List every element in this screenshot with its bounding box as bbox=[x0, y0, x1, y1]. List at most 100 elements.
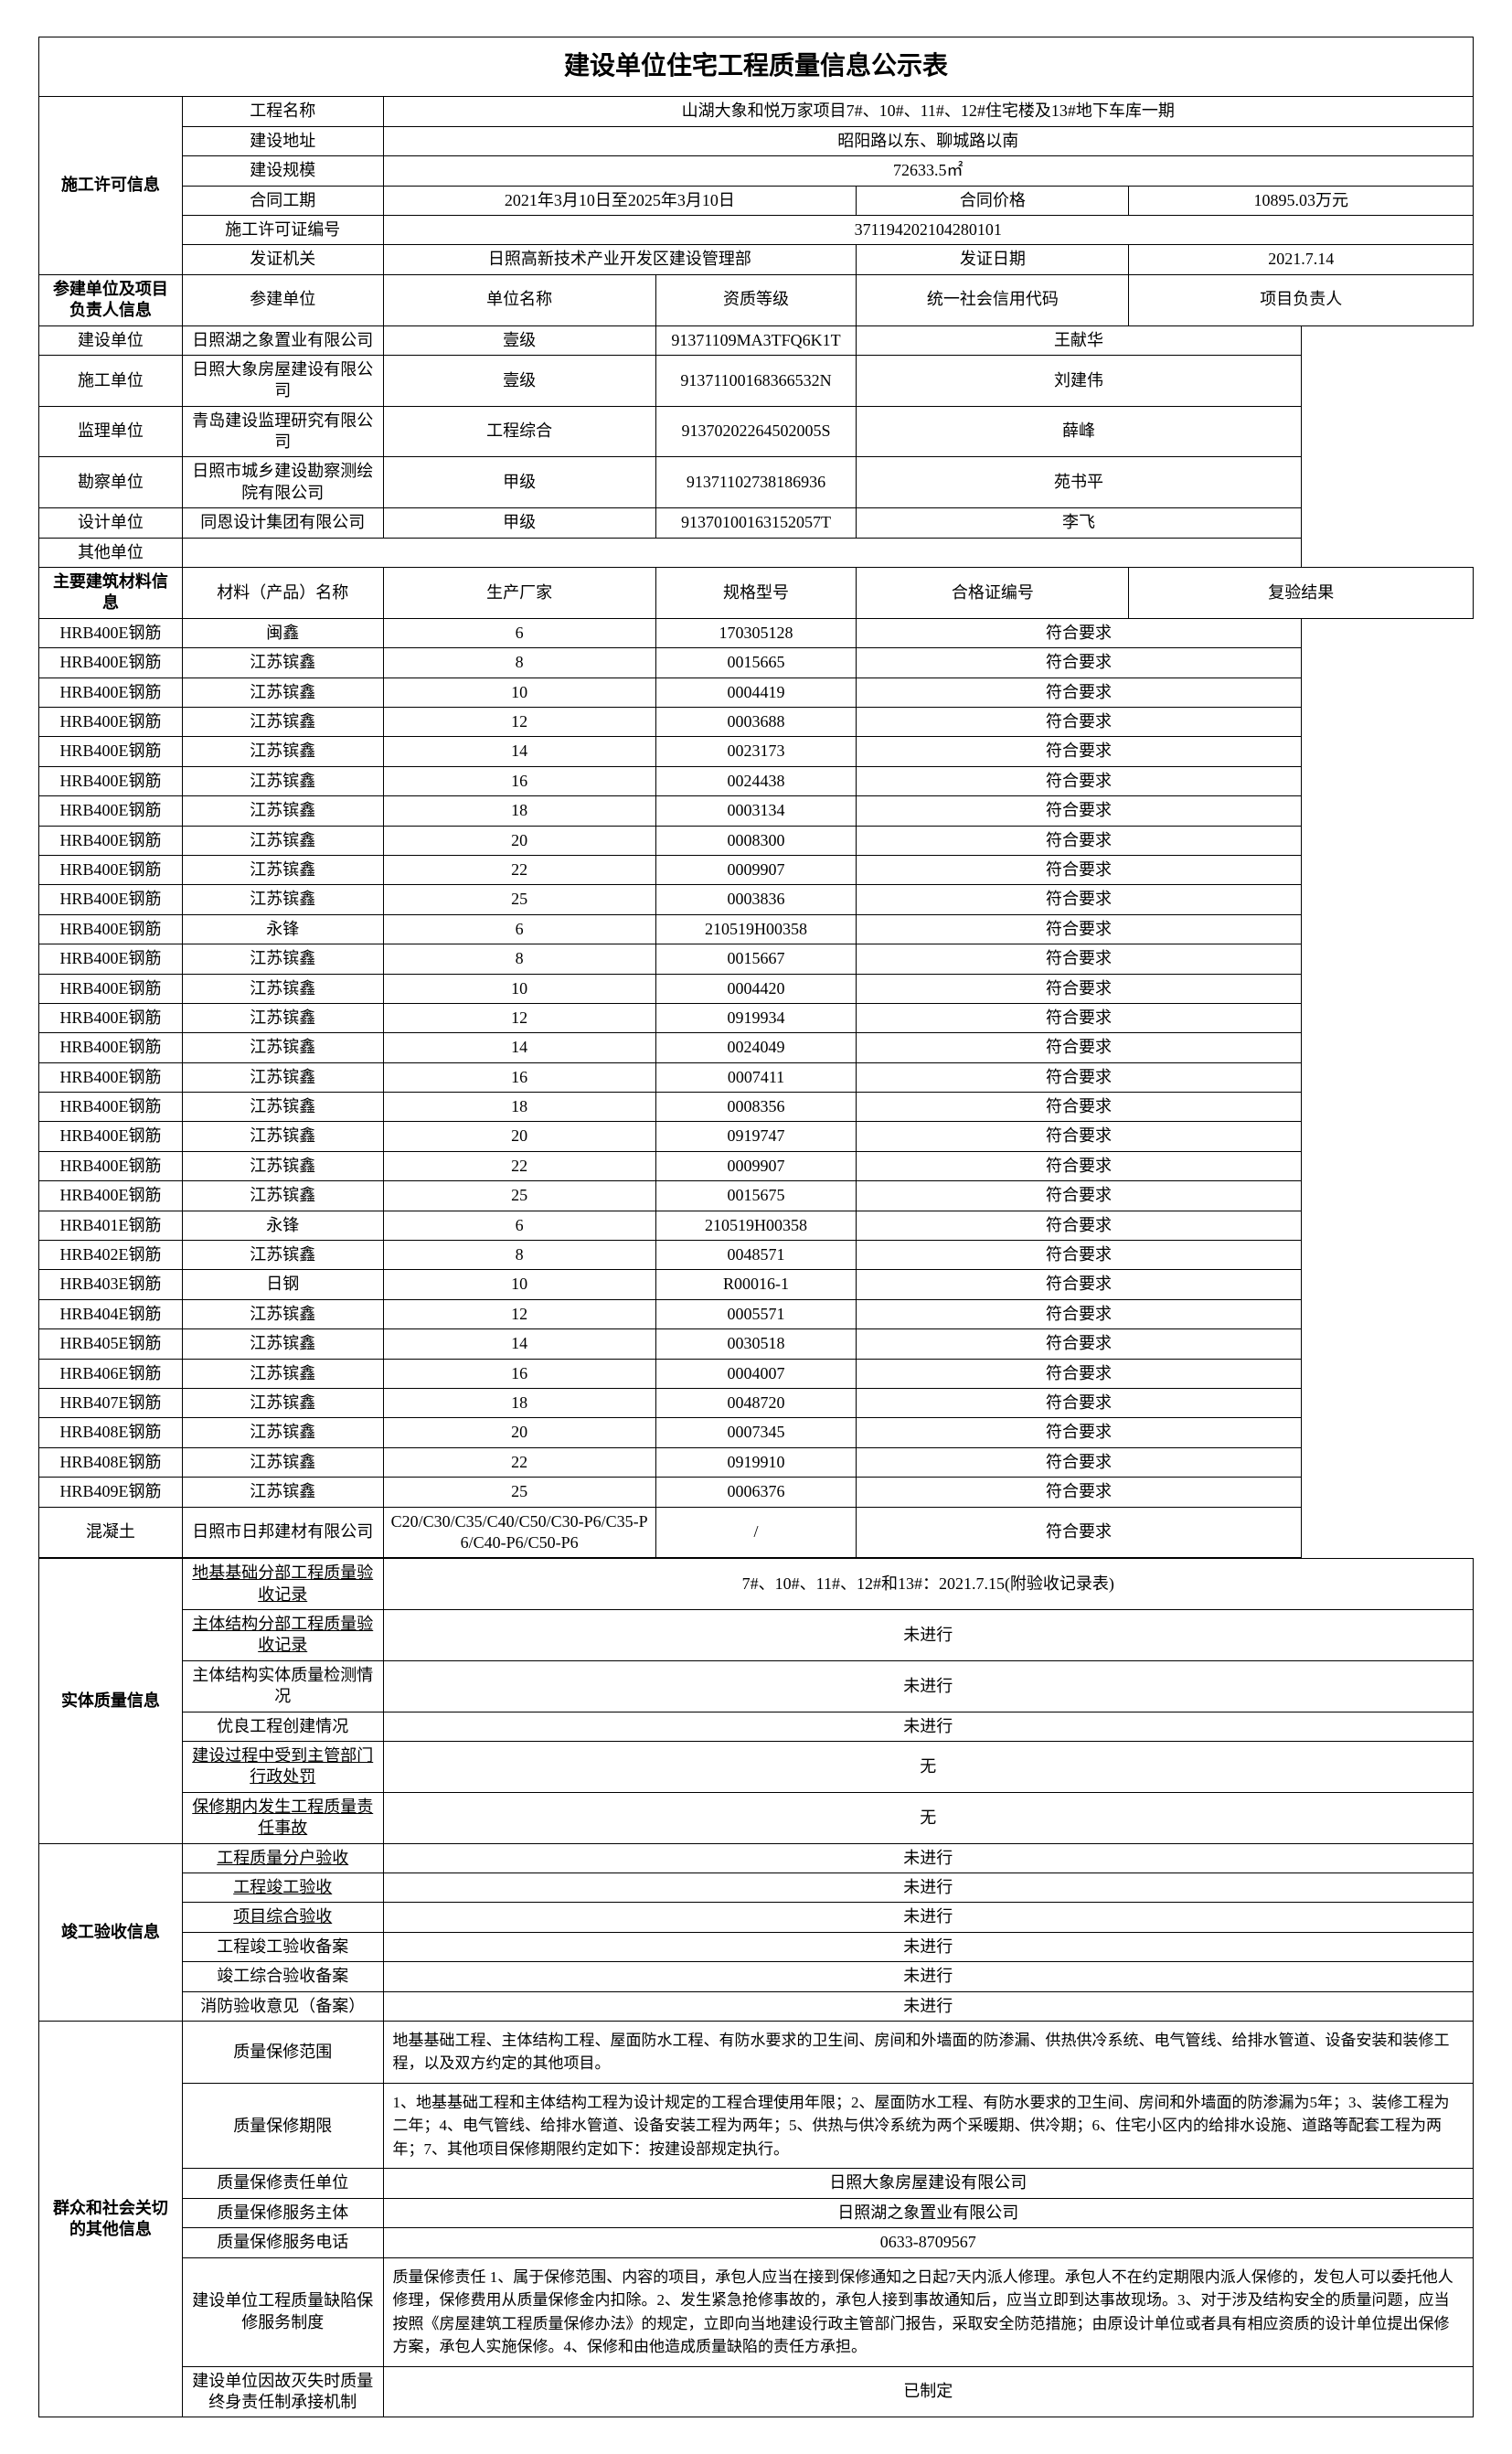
cell: HRB409E钢筋 bbox=[39, 1478, 183, 1507]
cell: 日钢 bbox=[182, 1270, 383, 1299]
cell: 永锋 bbox=[182, 914, 383, 944]
cell: 91371109MA3TFQ6K1T bbox=[655, 325, 857, 355]
cell: 江苏镔鑫 bbox=[182, 1181, 383, 1211]
cell: 20 bbox=[383, 826, 655, 855]
table-row: HRB402E钢筋江苏镔鑫80048571符合要求 bbox=[39, 1241, 1474, 1270]
cell: 江苏镔鑫 bbox=[182, 1003, 383, 1032]
cell: 江苏镔鑫 bbox=[182, 1299, 383, 1328]
cell: 16 bbox=[383, 766, 655, 795]
label: 发证日期 bbox=[857, 245, 1129, 274]
table-row: HRB400E钢筋江苏镔鑫140023173符合要求 bbox=[39, 737, 1474, 766]
cell: 8 bbox=[383, 1241, 655, 1270]
table-row: HRB401E钢筋永锋6210519H00358符合要求 bbox=[39, 1211, 1474, 1240]
cell: 符合要求 bbox=[857, 914, 1301, 944]
cell: 江苏镔鑫 bbox=[182, 648, 383, 678]
label: 项目综合验收 bbox=[182, 1903, 383, 1932]
cell: 江苏镔鑫 bbox=[182, 796, 383, 826]
cell: HRB400E钢筋 bbox=[39, 826, 183, 855]
cell: 符合要求 bbox=[857, 885, 1301, 914]
cell: 江苏镔鑫 bbox=[182, 1241, 383, 1270]
value: 1、地基基础工程和主体结构工程为设计规定的工程合理使用年限；2、屋面防水工程、有… bbox=[383, 2083, 1473, 2169]
cell: 22 bbox=[383, 855, 655, 884]
cell: 91371102738186936 bbox=[655, 457, 857, 508]
cell: 25 bbox=[383, 885, 655, 914]
cell: HRB400E钢筋 bbox=[39, 1151, 183, 1180]
value: 山湖大象和悦万家项目7#、10#、11#、12#住宅楼及13#地下车库一期 bbox=[383, 97, 1473, 126]
cell: 永锋 bbox=[182, 1211, 383, 1240]
label: 建设过程中受到主管部门行政处罚 bbox=[182, 1742, 383, 1793]
cell: 江苏镔鑫 bbox=[182, 1447, 383, 1477]
cell: 10 bbox=[383, 678, 655, 707]
cell: 符合要求 bbox=[857, 1093, 1301, 1122]
cell: 江苏镔鑫 bbox=[182, 944, 383, 974]
cell: HRB400E钢筋 bbox=[39, 885, 183, 914]
label: 工程名称 bbox=[182, 97, 383, 126]
value: 未进行 bbox=[383, 1932, 1473, 1961]
cell: 符合要求 bbox=[857, 1507, 1301, 1558]
cell: 符合要求 bbox=[857, 1033, 1301, 1062]
cell: 0024049 bbox=[655, 1033, 857, 1062]
cell: HRB400E钢筋 bbox=[39, 796, 183, 826]
table-row: HRB405E钢筋江苏镔鑫140030518符合要求 bbox=[39, 1329, 1474, 1359]
label: 其他单位 bbox=[39, 538, 183, 567]
section-materials: 主要建筑材料信息 bbox=[39, 568, 183, 619]
cell: 0004007 bbox=[655, 1359, 857, 1388]
table-row: 设计单位同恩设计集团有限公司甲级91370100163152057T李飞 bbox=[39, 508, 1474, 538]
header: 材料（产品）名称 bbox=[182, 568, 383, 619]
cell: 0015667 bbox=[655, 944, 857, 974]
table-row: 施工单位日照大象房屋建设有限公司壹级91371100168366532N刘建伟 bbox=[39, 355, 1474, 406]
cell: 符合要求 bbox=[857, 1447, 1301, 1477]
cell: 0048571 bbox=[655, 1241, 857, 1270]
table-row: 勘察单位日照市城乡建设勘察测绘院有限公司甲级91371102738186936苑… bbox=[39, 457, 1474, 508]
label: 建设地址 bbox=[182, 126, 383, 155]
cell: 符合要求 bbox=[857, 1299, 1301, 1328]
cell: 符合要求 bbox=[857, 1270, 1301, 1299]
cell: HRB401E钢筋 bbox=[39, 1211, 183, 1240]
cell: 江苏镔鑫 bbox=[182, 1151, 383, 1180]
cell: 符合要求 bbox=[857, 1388, 1301, 1417]
label: 建设单位工程质量缺陷保修服务制度 bbox=[182, 2257, 383, 2366]
cell: 6 bbox=[383, 618, 655, 647]
cell: 18 bbox=[383, 1093, 655, 1122]
value: 未进行 bbox=[383, 1610, 1473, 1661]
table-row: HRB400E钢筋江苏镔鑫180008356符合要求 bbox=[39, 1093, 1474, 1122]
cell: 江苏镔鑫 bbox=[182, 737, 383, 766]
cell: 符合要求 bbox=[857, 1211, 1301, 1240]
cell: 22 bbox=[383, 1447, 655, 1477]
label: 质量保修期限 bbox=[182, 2083, 383, 2169]
value: 未进行 bbox=[383, 1962, 1473, 1991]
cell: 0004420 bbox=[655, 974, 857, 1003]
header: 单位名称 bbox=[383, 274, 655, 325]
cell: 0919910 bbox=[655, 1447, 857, 1477]
cell: 12 bbox=[383, 1299, 655, 1328]
cell: HRB400E钢筋 bbox=[39, 1181, 183, 1211]
cell: 符合要求 bbox=[857, 944, 1301, 974]
label: 质量保修服务主体 bbox=[182, 2198, 383, 2227]
cell: 符合要求 bbox=[857, 1241, 1301, 1270]
table-row: HRB400E钢筋江苏镔鑫120003688符合要求 bbox=[39, 707, 1474, 736]
value: 2021年3月10日至2025年3月10日 bbox=[383, 186, 857, 215]
cell: 20 bbox=[383, 1122, 655, 1151]
cell: 0023173 bbox=[655, 737, 857, 766]
cell: 8 bbox=[383, 944, 655, 974]
label: 优良工程创建情况 bbox=[182, 1712, 383, 1741]
section-public: 群众和社会关切的其他信息 bbox=[39, 2021, 183, 2417]
label: 工程竣工验收 bbox=[182, 1873, 383, 1903]
cell: 刘建伟 bbox=[857, 355, 1301, 406]
value: 地基基础工程、主体结构工程、屋面防水工程、有防水要求的卫生间、房间和外墙面的防渗… bbox=[383, 2021, 1473, 2083]
cell: 符合要求 bbox=[857, 974, 1301, 1003]
cell: 江苏镔鑫 bbox=[182, 1033, 383, 1062]
cell: 0009907 bbox=[655, 1151, 857, 1180]
value: 未进行 bbox=[383, 1843, 1473, 1873]
value: 无 bbox=[383, 1742, 1473, 1793]
cell: 0024438 bbox=[655, 766, 857, 795]
cell: 符合要求 bbox=[857, 796, 1301, 826]
cell: 符合要求 bbox=[857, 618, 1301, 647]
cell: 91371100168366532N bbox=[655, 355, 857, 406]
cell: HRB404E钢筋 bbox=[39, 1299, 183, 1328]
cell: 14 bbox=[383, 1329, 655, 1359]
header: 资质等级 bbox=[655, 274, 857, 325]
cell: 符合要求 bbox=[857, 1003, 1301, 1032]
label: 建设规模 bbox=[182, 156, 383, 186]
cell: 符合要求 bbox=[857, 1151, 1301, 1180]
